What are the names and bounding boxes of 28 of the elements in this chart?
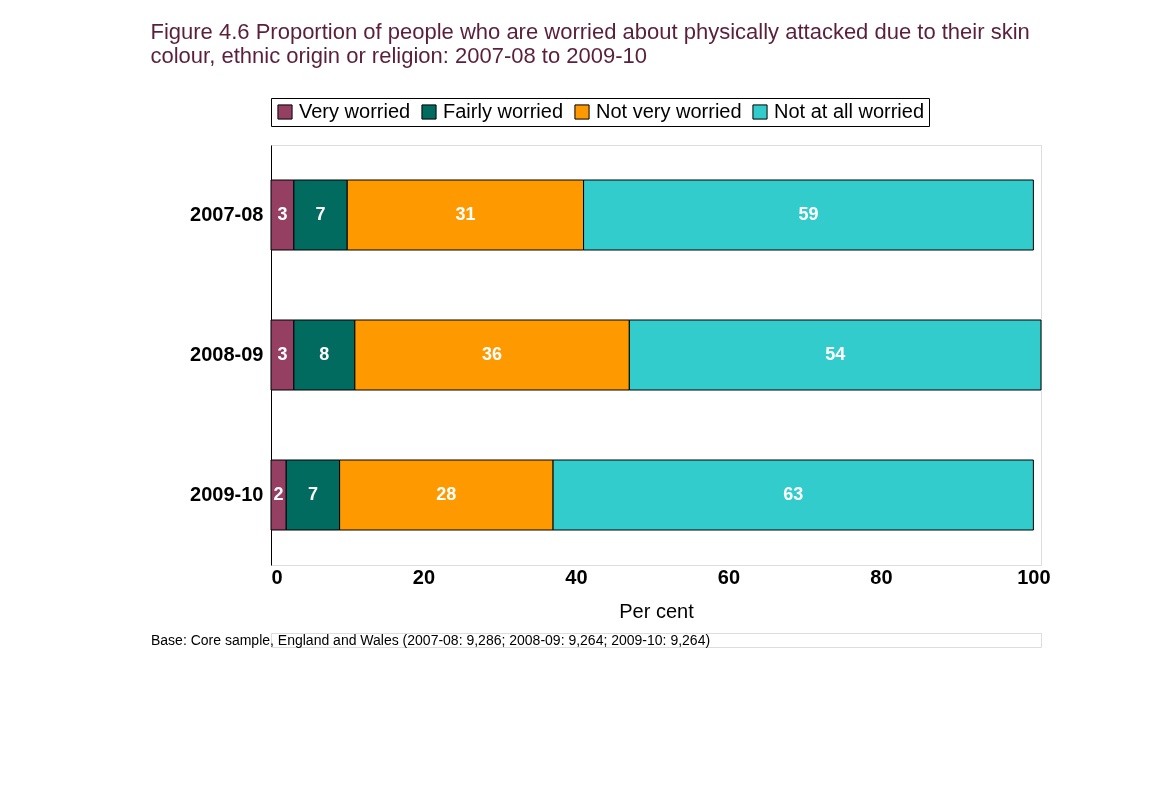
data-label: 36	[482, 344, 503, 364]
data-label: 2	[273, 484, 284, 504]
y-tick-label: 2008-09	[190, 343, 264, 365]
text: Base: Core sample, England and Wales (2007-08: 9,286; 2008-09: 9,264; 2009-10: 9,264)	[151, 632, 711, 648]
legend-label: Not very worried	[596, 100, 742, 122]
data-label: 7	[315, 204, 326, 224]
x-tick-label: 0	[271, 565, 283, 588]
data-label: 54	[825, 344, 846, 364]
x-tick-label: 20	[412, 565, 436, 588]
x-axis-title: Per cent	[619, 599, 695, 622]
data-label: 3	[277, 344, 288, 364]
legend-label: Fairly worried	[443, 100, 564, 122]
y-tick-label: 2007-08	[190, 203, 264, 225]
data-label: 28	[436, 484, 457, 504]
legend-label: Very worried	[299, 100, 411, 122]
x-tick-label: 80	[870, 565, 893, 588]
data-label: 7	[307, 484, 318, 504]
chart-title: Figure 4.6 Proportion of people who are worried about physically attacked due to their skin colour, ethnic origin or religion: 2007-08 to 2009-10	[150, 18, 1030, 68]
x-tick-label: 60	[717, 565, 741, 588]
data-label: 59	[798, 204, 819, 224]
x-tick-label: 40	[565, 565, 588, 588]
data-label: 31	[455, 204, 476, 224]
data-label: 63	[783, 484, 804, 504]
y-tick-label: 2009-10	[190, 483, 264, 505]
legend-label: Not at all worried	[774, 100, 925, 122]
x-tick-label: 100	[1017, 565, 1051, 588]
data-label: 8	[319, 344, 330, 364]
data-label: 3	[277, 204, 288, 224]
